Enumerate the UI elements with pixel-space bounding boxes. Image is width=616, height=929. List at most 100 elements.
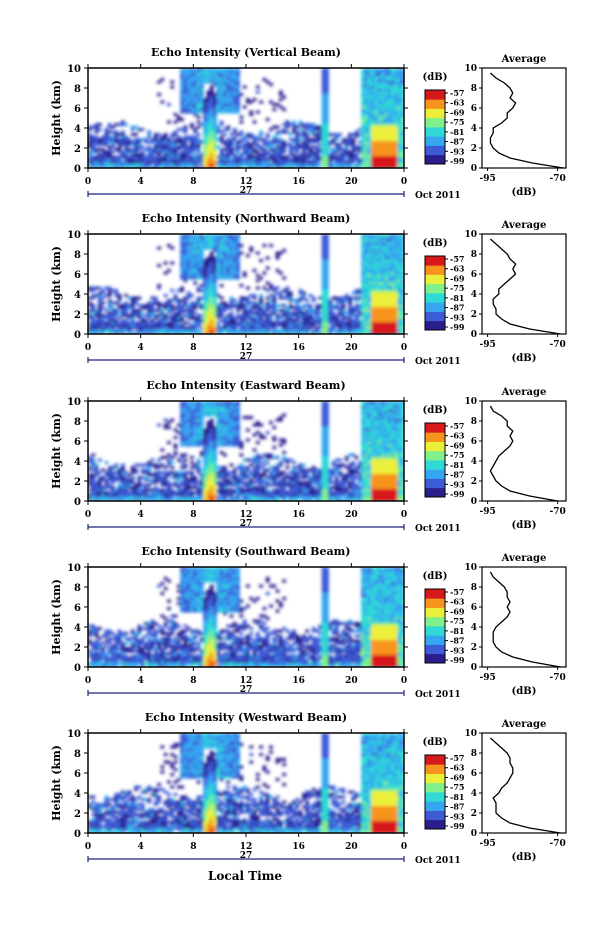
y-tick-label: 6 <box>74 603 81 614</box>
average-frame <box>481 400 567 502</box>
y-tick-label: 4 <box>74 124 81 135</box>
x-tick-label: 0 <box>85 676 91 686</box>
x-tick-label: 16 <box>292 343 305 353</box>
date-label: Oct 2011 <box>415 191 461 201</box>
average-y-tick-label: 4 <box>471 789 477 799</box>
colorbar-unit: (dB) <box>423 405 448 416</box>
y-tick-label: 2 <box>74 144 81 155</box>
colorbar-tick-label: -81 <box>450 293 464 303</box>
date-label: Oct 2011 <box>415 856 461 866</box>
colorbar-segment <box>425 810 445 821</box>
colorbar-segment <box>425 460 445 470</box>
colorbar-tick-label: -69 <box>450 606 465 616</box>
colorbar-tick-label: -75 <box>450 616 464 626</box>
x-tick-label: 0 <box>85 343 91 353</box>
colorbar-tick-label: -57 <box>450 587 464 597</box>
y-tick-label: 0 <box>74 829 81 840</box>
date-label: Oct 2011 <box>415 690 461 700</box>
colorbar-frame <box>424 754 446 830</box>
y-tick-label: 8 <box>74 84 81 95</box>
colorbar-unit: (dB) <box>423 571 448 582</box>
average-x-label: (dB) <box>512 520 537 531</box>
x-tick-label: 0 <box>401 510 407 520</box>
y-axis-label: Height (km) <box>50 246 63 322</box>
colorbar-segment <box>425 469 445 479</box>
y-tick-label: 10 <box>67 397 81 408</box>
average-y-tick-label: 2 <box>471 643 477 653</box>
average-y-tick-label: 4 <box>471 124 477 134</box>
average-x-tick-label: -70 <box>549 174 565 184</box>
y-tick-label: 6 <box>74 769 81 780</box>
x-tick-label: 0 <box>401 842 407 852</box>
colorbar-segment <box>425 311 445 322</box>
colorbar-segment <box>425 635 445 645</box>
day-label: 27 <box>240 186 253 196</box>
average-title: Average <box>501 387 547 398</box>
y-tick-label: 2 <box>74 477 81 488</box>
heatmap-field <box>88 401 404 501</box>
colorbar-tick-label: -63 <box>450 98 465 108</box>
y-tick-label: 6 <box>74 104 81 115</box>
average-y-tick-label: 10 <box>464 64 477 74</box>
colorbar-tick-label: -99 <box>450 156 465 166</box>
average-frame <box>481 732 567 834</box>
chart-title: Echo Intensity (Eastward Beam) <box>146 379 345 392</box>
average-x-tick-label: -70 <box>549 839 565 849</box>
average-y-tick-label: 0 <box>471 330 477 340</box>
colorbar-tick-label: -99 <box>450 489 465 499</box>
colorbar-segment <box>425 441 445 452</box>
average-y-tick-label: 8 <box>471 84 477 94</box>
colorbar-tick-label: -69 <box>450 273 465 283</box>
colorbar-unit: (dB) <box>423 72 448 83</box>
x-tick-label: 0 <box>85 510 91 520</box>
x-tick-label: 0 <box>401 343 407 353</box>
colorbar-segment <box>425 801 445 811</box>
x-tick-label: 0 <box>401 177 407 187</box>
colorbar-unit: (dB) <box>423 238 448 249</box>
average-title: Average <box>501 220 547 231</box>
x-tick-label: 20 <box>345 510 358 520</box>
x-tick-label: 4 <box>138 177 144 187</box>
y-tick-label: 8 <box>74 417 81 428</box>
y-tick-label: 0 <box>74 330 81 341</box>
day-label: 27 <box>240 851 253 861</box>
colorbar-tick-label: -75 <box>450 450 464 460</box>
colorbar-segment <box>425 755 445 765</box>
colorbar-tick-label: -57 <box>450 88 464 98</box>
average-title: Average <box>501 54 547 65</box>
average-profile-line <box>489 571 561 668</box>
x-tick-label: 16 <box>292 842 305 852</box>
average-y-tick-label: 0 <box>471 663 477 673</box>
average-y-tick-label: 10 <box>464 230 477 240</box>
average-x-tick-label: -70 <box>549 340 565 350</box>
colorbar-segment <box>425 487 445 498</box>
average-x-tick-label: -95 <box>479 839 495 849</box>
y-tick-label: 6 <box>74 270 81 281</box>
colorbar-segment <box>425 293 445 303</box>
average-y-tick-label: 2 <box>471 310 477 320</box>
y-axis-label: Height (km) <box>50 80 63 156</box>
x-tick-label: 12 <box>240 510 253 520</box>
average-y-tick-label: 10 <box>464 563 477 573</box>
date-label: Oct 2011 <box>415 357 461 367</box>
average-y-tick-label: 10 <box>464 729 477 739</box>
colorbar-tick-label: -99 <box>450 655 465 665</box>
average-y-tick-label: 4 <box>471 290 477 300</box>
x-tick-label: 20 <box>345 842 358 852</box>
y-tick-label: 8 <box>74 583 81 594</box>
chart-title: Echo Intensity (Northward Beam) <box>142 212 351 225</box>
chart-panel-3: Echo Intensity (Eastward Beam) Height (km… <box>50 379 567 534</box>
colorbar-tick-label: -57 <box>450 421 464 431</box>
y-tick-label: 0 <box>74 663 81 674</box>
chart-panel-1: Echo Intensity (Vertical Beam) Height (km… <box>50 46 567 201</box>
colorbar-segment <box>425 450 445 461</box>
average-y-tick-label: 6 <box>471 769 477 779</box>
y-axis-label: Height (km) <box>50 745 63 821</box>
average-y-tick-label: 10 <box>464 397 477 407</box>
y-tick-label: 10 <box>67 729 81 740</box>
colorbar-segment <box>425 99 445 109</box>
date-label: Oct 2011 <box>415 524 461 534</box>
colorbar-segment <box>425 117 445 128</box>
colorbar-segment <box>425 302 445 312</box>
colorbar-tick-label: -63 <box>450 763 465 773</box>
